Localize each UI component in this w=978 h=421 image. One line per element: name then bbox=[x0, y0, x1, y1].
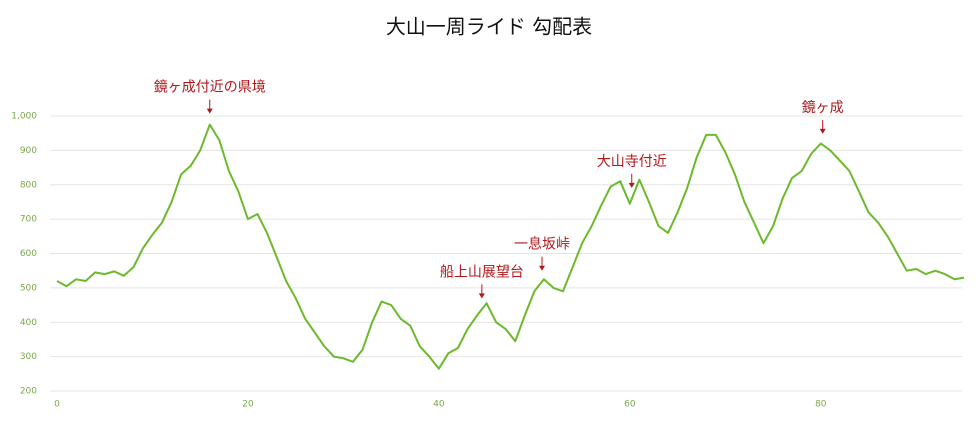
elevation-line bbox=[56, 123, 965, 370]
x-tick-label: 40 bbox=[433, 400, 445, 410]
annotation-arrowhead bbox=[539, 265, 546, 271]
y-tick-label: 1,000 bbox=[11, 112, 37, 122]
annotation-arrowhead bbox=[206, 108, 213, 114]
x-tick-label: 80 bbox=[815, 400, 827, 410]
y-tick-label: 900 bbox=[20, 146, 37, 156]
annotation-label: 鏡ヶ成 bbox=[802, 100, 844, 116]
y-tick-label: 800 bbox=[20, 180, 37, 190]
annotation-label: 大山寺付近 bbox=[597, 154, 667, 170]
y-tick-label: 200 bbox=[20, 387, 37, 397]
annotation-arrowhead bbox=[478, 293, 485, 299]
annotation-arrowhead bbox=[628, 182, 635, 188]
y-tick-label: 300 bbox=[20, 352, 37, 362]
y-tick-label: 700 bbox=[20, 215, 37, 225]
y-tick-label: 500 bbox=[20, 283, 37, 293]
x-tick-label: 0 bbox=[54, 400, 60, 410]
y-tick-label: 600 bbox=[20, 249, 37, 259]
x-tick-label: 60 bbox=[624, 400, 636, 410]
annotation-label: 一息坂峠 bbox=[514, 236, 570, 253]
y-tick-label: 400 bbox=[20, 318, 37, 328]
x-tick-label: 20 bbox=[242, 400, 254, 410]
annotation-label: 鏡ヶ成付近の県境 bbox=[154, 80, 266, 96]
annotation-label: 船上山展望台 bbox=[440, 264, 524, 280]
chart-title: 大山一周ライド 勾配表 bbox=[386, 15, 592, 39]
annotation-arrowhead bbox=[819, 128, 826, 134]
